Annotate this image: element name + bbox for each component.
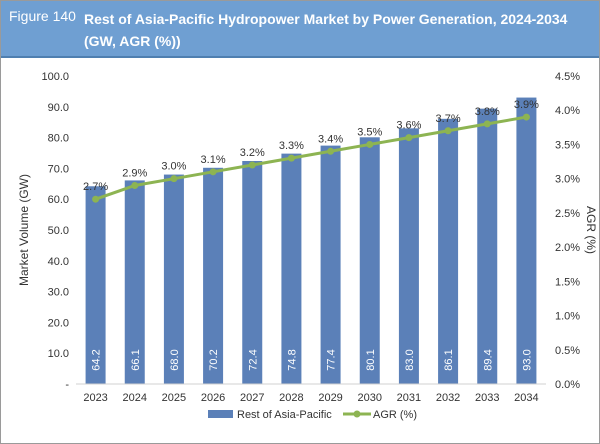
legend-line-label: AGR (%) [373,409,417,421]
bar-data-label: 64.2 [91,349,103,370]
agr-point [131,182,139,190]
y2-tick-label: 1.5% [555,276,580,288]
agr-data-label: 3.9% [514,99,539,111]
legend-bar-swatch [208,410,233,418]
y-tick-label: 40.0 [48,256,69,268]
agr-data-label: 3.5% [357,126,382,138]
bar [516,97,537,384]
agr-data-label: 3.3% [279,140,304,152]
bar-data-label: 66.1 [130,349,142,370]
x-tick-label: 2031 [397,392,421,404]
bar-data-label: 93.0 [521,349,533,370]
bar [320,145,341,384]
x-tick-label: 2029 [318,392,342,404]
x-tick-label: 2030 [358,392,382,404]
agr-point [248,161,256,169]
agr-line [95,115,527,201]
bar-data-label: 89.4 [482,349,494,370]
bar [398,128,419,384]
x-tick-label: 2025 [162,392,186,404]
y-tick-label: 100.0 [41,71,69,83]
y-tick-label: 20.0 [48,317,69,329]
agr-data-label: 3.6% [396,120,421,132]
y-tick-label: 10.0 [48,348,69,360]
y2-tick-label: 3.0% [555,174,580,186]
x-tick-label: 2034 [514,392,538,404]
bar-data-label: 86.1 [443,349,455,370]
bar [477,108,498,384]
bar [163,174,184,384]
y-axis-label: Market Volume (GW) [17,174,31,286]
figure-label: Figure 140 [9,8,76,24]
y-tick-label: 50.0 [48,225,69,237]
chart-title: Rest of Asia-Pacific Hydropower Market b… [84,11,568,49]
y-tick-label: 70.0 [48,163,69,175]
y2-tick-label: 4.0% [555,105,580,117]
agr-point [405,134,413,142]
agr-point [209,168,217,176]
bar [124,180,145,384]
bar-data-label: 68.0 [169,349,181,370]
bar-data-label: 77.4 [326,349,338,370]
agr-data-label: 2.7% [83,181,108,193]
bar-data-label: 70.2 [208,349,220,370]
agr-point [483,120,491,128]
agr-data-label: 3.4% [318,133,343,145]
legend-line-marker [353,410,361,418]
y2-tick-label: 2.0% [555,242,580,254]
agr-data-label: 3.8% [475,106,500,118]
x-tick-label: 2032 [436,392,460,404]
y2-tick-label: 1.0% [555,311,580,323]
y2-tick-label: 3.5% [555,139,580,151]
figure-header: Figure 140 Rest of Asia-Pacific Hydropow… [1,1,599,58]
agr-point [287,154,295,162]
agr-point [327,147,335,155]
y-tick-label: 90.0 [48,102,69,114]
y2-tick-label: 0.0% [555,379,580,391]
y-tick-label: 80.0 [48,133,69,145]
agr-data-label: 2.9% [122,168,147,180]
agr-point [444,127,452,135]
x-tick-label: 2033 [475,392,499,404]
agr-point [92,195,100,203]
legend-bar-label: Rest of Asia-Pacific [237,409,332,421]
bar [281,153,302,384]
bar-data-label: 80.1 [365,349,377,370]
agr-data-label: 3.7% [436,113,461,125]
y-tick-label: - [65,379,69,391]
x-tick-label: 2026 [201,392,225,404]
y2-tick-label: 0.5% [555,345,580,357]
bar-data-label: 72.4 [247,349,259,370]
y-tick-label: 60.0 [48,194,69,206]
x-tick-label: 2023 [83,392,107,404]
y2-axis-label: AGR (%) [584,206,598,254]
agr-data-label: 3.0% [161,161,186,173]
agr-data-label: 3.1% [201,154,226,166]
agr-point [170,175,178,183]
bar-data-label: 83.0 [404,349,416,370]
agr-data-label: 3.2% [240,147,265,159]
agr-point [522,113,530,121]
bar-data-label: 74.8 [286,349,298,370]
bar [242,161,263,384]
bar [85,186,106,384]
x-tick-label: 2027 [240,392,264,404]
bar [438,118,459,384]
y2-tick-label: 4.5% [555,71,580,83]
bar [203,167,224,384]
y-tick-label: 30.0 [48,287,69,299]
bar [359,137,380,384]
x-tick-label: 2028 [279,392,303,404]
x-tick-label: 2024 [123,392,147,404]
agr-point [366,140,374,148]
y2-tick-label: 2.5% [555,208,580,220]
